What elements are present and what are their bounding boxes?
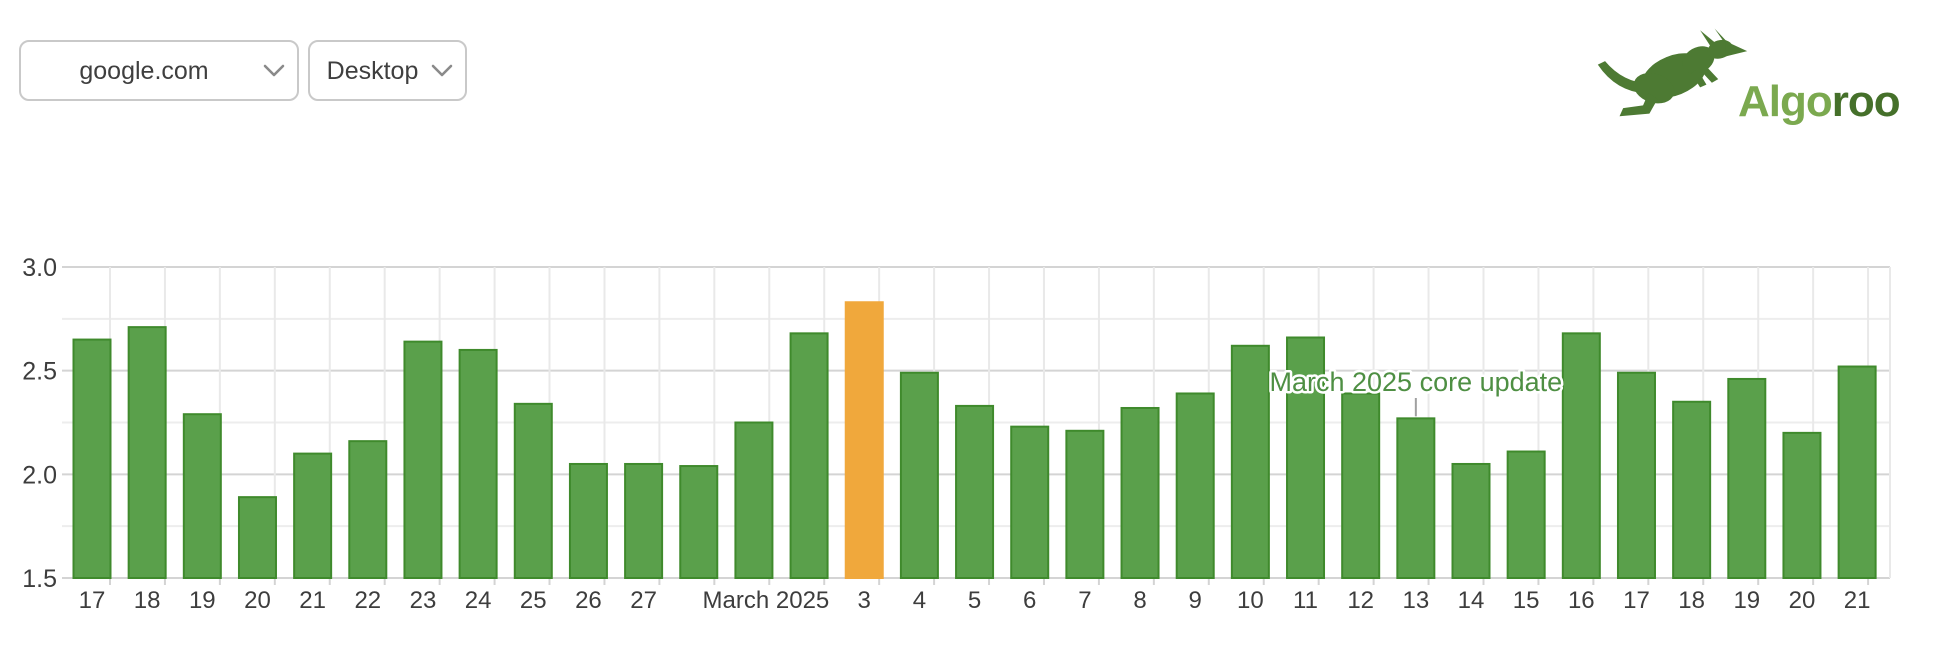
bars [72,301,1877,580]
x-tick-label: 15 [1513,587,1540,614]
bar-15[interactable] [899,371,939,579]
bar-19[interactable] [1120,406,1160,579]
x-tick-label: 3 [858,587,871,614]
x-tick-label: 12 [1347,587,1374,614]
bar-18[interactable] [1065,429,1105,579]
brand-wordmark: Algoroo [1738,77,1901,126]
x-axis-labels: 17 18 19 20 21 22 23 24 25 26 27 March 2025 3 4 5 6 7 8 9 1… [79,587,1871,614]
x-tick-label: 21 [1844,587,1871,614]
y-tick-label: 1.5 [22,565,57,593]
bar-12[interactable] [734,421,774,579]
y-tick-label: 3.0 [22,254,57,282]
bar-27[interactable] [1561,332,1601,580]
bar-7[interactable] [458,348,498,579]
bar-29[interactable] [1672,400,1712,579]
x-tick-label: 27 [630,587,657,614]
x-tick-label: 20 [1789,587,1816,614]
bar-9[interactable] [568,462,608,580]
bar-26[interactable] [1506,450,1546,580]
bar-23[interactable] [1341,392,1381,579]
site-select-wrap: google.com [19,40,299,101]
x-tick-label: 23 [410,587,437,614]
y-tick-label: 2.0 [22,461,57,489]
bar-11[interactable] [679,465,719,580]
x-tick-label: 24 [465,587,492,614]
brand-algo: Algo [1738,77,1833,126]
bar-3[interactable] [237,496,277,580]
bar-1[interactable] [127,326,167,580]
x-tick-label: 18 [134,587,161,614]
core-update-annotation: March 2025 core update [1269,367,1562,397]
bar-17[interactable] [1010,425,1050,579]
x-tick-label: 11 [1293,587,1318,614]
kangaroo-icon [1597,28,1748,117]
brand-roo: roo [1831,77,1901,126]
bar-24[interactable] [1396,417,1436,579]
x-tick-label: 17 [79,587,106,614]
y-axis-labels: 1.5 2.0 2.5 3.0 [22,254,57,593]
bar-22[interactable] [1286,336,1326,580]
bar-0[interactable] [72,338,112,580]
x-tick-label: 26 [575,587,602,614]
x-tick-label: 25 [520,587,547,614]
bar-2[interactable] [182,413,222,579]
x-tick-label: 13 [1402,587,1429,614]
x-tick-label: 16 [1568,587,1595,614]
bar-21[interactable] [1230,344,1270,579]
bar-20[interactable] [1175,392,1215,579]
bar-16[interactable] [955,404,995,579]
x-tick-label: 9 [1189,587,1202,614]
x-tick-label: 18 [1678,587,1705,614]
x-tick-label: 7 [1078,587,1091,614]
bar-30[interactable] [1727,377,1767,579]
x-tick-label: 4 [913,587,926,614]
x-tick-label: 14 [1458,587,1485,614]
x-tick-label: March 2025 [703,587,830,614]
x-tick-label: 19 [189,587,216,614]
bar-31[interactable] [1782,431,1822,579]
bar-32[interactable] [1837,365,1877,579]
bar-6[interactable] [403,340,443,580]
bar-25[interactable] [1451,462,1491,580]
x-tick-label: 20 [244,587,271,614]
bar-10[interactable] [624,462,664,580]
x-tick-label: 17 [1623,587,1650,614]
x-tick-label: 8 [1133,587,1146,614]
device-select-wrap: Desktop [308,40,467,101]
x-tick-label: 21 [299,587,326,614]
y-tick-label: 2.5 [22,358,57,386]
bar-13[interactable] [789,332,829,580]
x-tick-label: 19 [1733,587,1760,614]
bar-8[interactable] [513,402,553,579]
x-tick-label: 10 [1237,587,1264,614]
x-tick-label: 6 [1023,587,1036,614]
site-select[interactable]: google.com [19,40,299,101]
bar-28[interactable] [1616,371,1656,579]
algoroo-logo: Algoroo [1592,20,1940,132]
bar-5[interactable] [348,440,388,579]
x-tick-label: 22 [354,587,381,614]
device-select[interactable]: Desktop [308,40,467,101]
x-tick-label: 5 [968,587,981,614]
bar-4[interactable] [293,452,333,580]
bar-14-highlighted[interactable] [844,301,884,579]
